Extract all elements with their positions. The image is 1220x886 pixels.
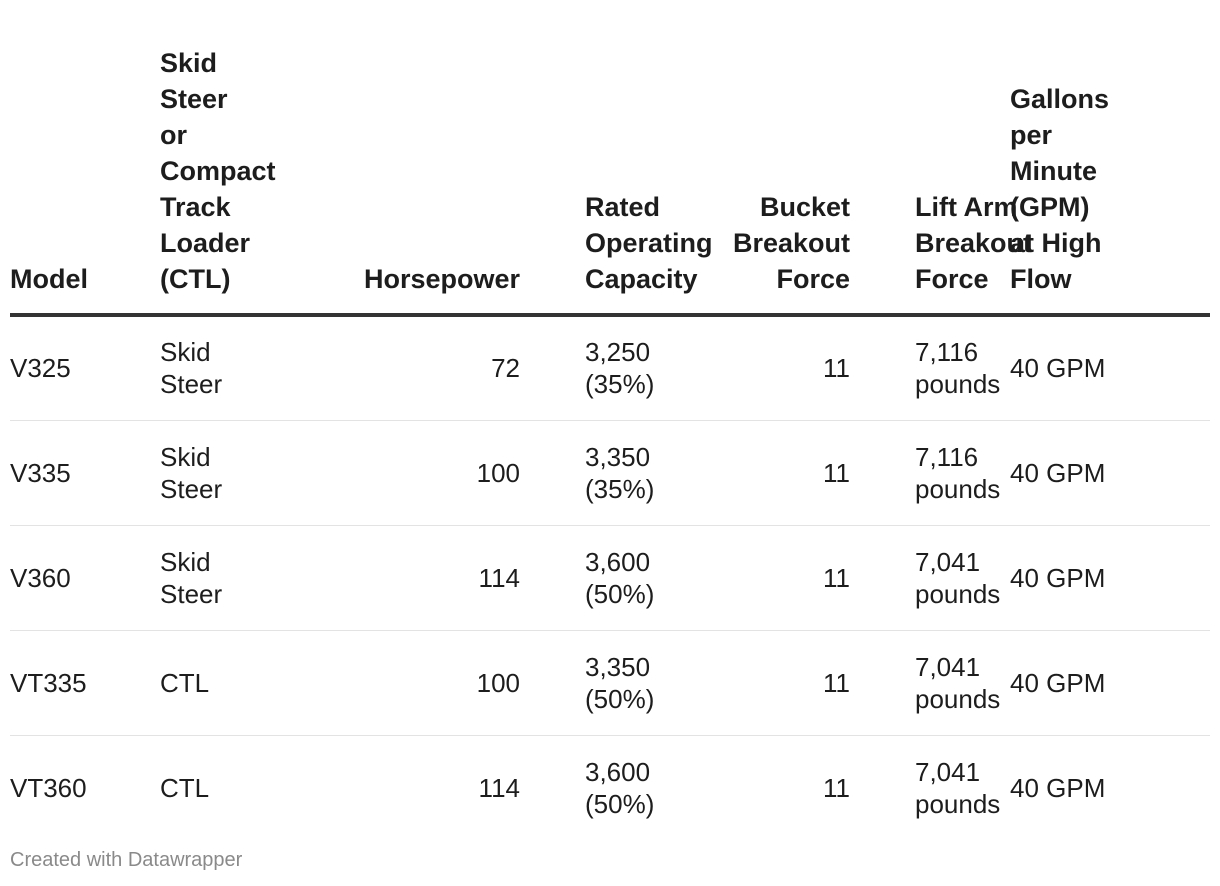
cell-text: Skid Steer [160, 337, 223, 400]
specs-table: Model Skid Steer or Compact Track Loader… [10, 0, 1210, 830]
cell-bucket-breakout-force: 11 [690, 315, 850, 421]
cell-text: 7,116 pounds [915, 337, 1001, 400]
cell-lift-arm-breakout-force: 7,116 pounds [850, 420, 1010, 526]
cell-text: 3,350 (35%) [585, 441, 655, 504]
cell-lift-arm-breakout-force: 7,041 pounds [850, 735, 1010, 830]
table-row: VT335 CTL 100 3,350 (50%) 11 7,041 pounds 40 G… [10, 630, 1210, 736]
cell-text: Skid Steer [160, 441, 223, 504]
table-body: V325 Skid Steer 72 3,250 (35%) 11 7,116 pound… [10, 315, 1210, 830]
cell-model: VT335 [10, 630, 160, 736]
footer-credit: Created with Datawrapper [10, 849, 243, 871]
column-header-type: Skid Steer or Compact Track Loader (CTL) [160, 0, 300, 317]
cell-bucket-breakout-force: 11 [690, 420, 850, 526]
cell-lift-arm-breakout-force: 7,041 pounds [850, 630, 1010, 736]
cell-type: CTL [160, 630, 300, 736]
cell-rated-operating-capacity: 3,350 (35%) [520, 420, 690, 526]
header-row: Model Skid Steer or Compact Track Loader… [10, 0, 1210, 317]
cell-model: V360 [10, 525, 160, 631]
table-row: V325 Skid Steer 72 3,250 (35%) 11 7,116 pound… [10, 315, 1210, 421]
cell-horsepower: 114 [478, 772, 520, 803]
cell-gpm-high-flow: 40 GPM [1010, 772, 1106, 803]
cell-horsepower: 100 [300, 630, 520, 736]
cell-text: 7,041 pounds [915, 651, 1001, 714]
cell-rated-operating-capacity: 3,250 (35%) [520, 315, 690, 421]
cell-model: V325 [10, 315, 160, 421]
cell-text: 7,041 pounds [915, 546, 1001, 609]
data-table-viewport: Model Skid Steer or Compact Track Loader… [10, 0, 1210, 830]
cell-gpm-high-flow: 40 GPM [1010, 315, 1210, 421]
cell-model: VT360 [10, 772, 87, 803]
cell-type: Skid Steer [160, 420, 300, 526]
cell-horsepower: 114 [300, 525, 520, 631]
cell-text: 3,600 (50%) [585, 756, 655, 819]
cell-gpm-high-flow: 40 GPM [1010, 525, 1210, 631]
table-row: V335 Skid Steer 100 3,350 (35%) 11 7,116 poun… [10, 420, 1210, 526]
cell-type: CTL [160, 735, 300, 830]
cell-text: CTL [160, 772, 210, 803]
cell-bucket-breakout-force: 11 [823, 772, 850, 803]
cell-lift-arm-breakout-force: 7,116 pounds [850, 315, 1010, 421]
cell-rated-operating-capacity: 3,600 (50%) [520, 525, 690, 631]
cell-gpm-high-flow: 40 GPM [1010, 630, 1210, 736]
cell-text: 3,600 (50%) [585, 546, 655, 609]
cell-model: V335 [10, 420, 160, 526]
column-header-lift-arm-breakout-force: Lift Arm Breakout Force [850, 0, 1032, 317]
cell-text: 3,350 (50%) [585, 651, 655, 714]
cell-type: Skid Steer [160, 315, 300, 421]
table-row: VT360 CTL 114 3,600 (50%) 11 7,041 pounds 40 G… [10, 735, 1210, 830]
column-header-rated-operating-capacity: Rated Operating Capacity [520, 0, 713, 317]
cell-bucket-breakout-force: 11 [690, 630, 850, 736]
cell-text: 7,041 pounds [915, 756, 1001, 819]
cell-text: 7,116 pounds [915, 441, 1001, 504]
column-header-horsepower: Horsepower [300, 0, 520, 317]
cell-text: Skid Steer [160, 546, 223, 609]
column-header-gpm-high-flow: Gallons per Minute (GPM) at High Flow [1010, 0, 1210, 317]
cell-bucket-breakout-force: 11 [690, 525, 850, 631]
column-header-model: Model [10, 0, 160, 317]
cell-lift-arm-breakout-force: 7,041 pounds [850, 525, 1010, 631]
cell-horsepower: 100 [300, 420, 520, 526]
cell-gpm-high-flow: 40 GPM [1010, 420, 1210, 526]
cell-rated-operating-capacity: 3,600 (50%) [520, 735, 690, 830]
cell-text: 3,250 (35%) [585, 337, 655, 400]
table-row: V360 Skid Steer 114 3,600 (50%) 11 7,041 poun… [10, 525, 1210, 631]
column-header-bucket-breakout-force: Bucket Breakout Force [690, 0, 850, 317]
cell-type: Skid Steer [160, 525, 300, 631]
cell-text: CTL [160, 667, 210, 698]
cell-rated-operating-capacity: 3,350 (50%) [520, 630, 690, 736]
cell-horsepower: 72 [300, 315, 520, 421]
